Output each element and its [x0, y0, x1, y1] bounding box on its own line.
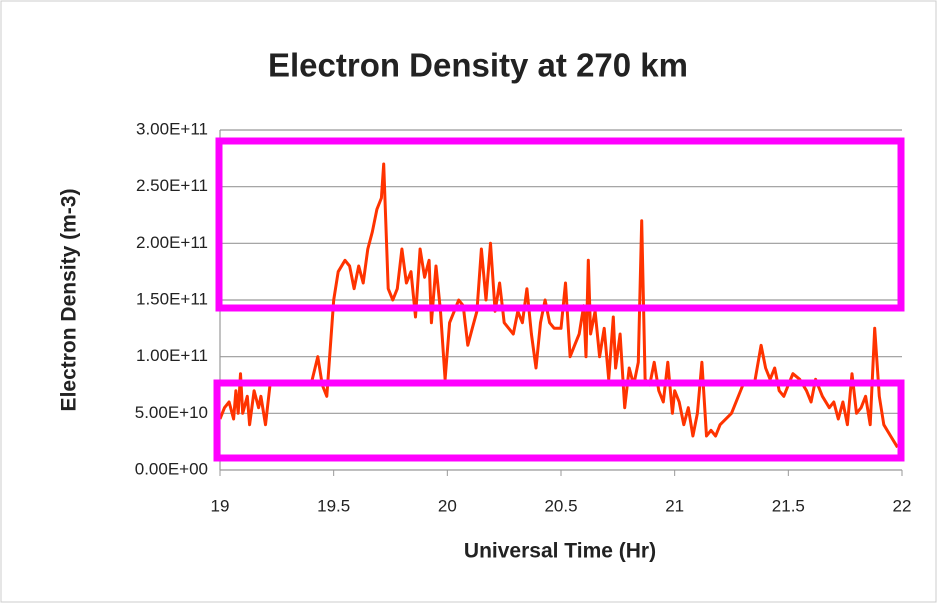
- x-tick-label: 20: [438, 496, 457, 515]
- x-tick-label: 19: [211, 496, 230, 515]
- y-tick-label: 2.50E+11: [136, 176, 208, 195]
- x-tick-label: 19.5: [317, 496, 350, 515]
- plot-area: 0.00E+00 5.00E+10 1.00E+11 1.50E+11 2.00E+11…: [135, 119, 912, 515]
- y-axis-title: Electron Density (m-3): [58, 189, 81, 412]
- x-tick-label: 21.5: [772, 496, 805, 515]
- highlight-box: [215, 137, 905, 312]
- y-tick-label: 1.00E+11: [136, 346, 208, 365]
- y-tick-label: 0.00E+00: [135, 459, 208, 478]
- x-tick-label: 20.5: [544, 496, 577, 515]
- y-tick-label: 1.50E+11: [136, 289, 208, 308]
- x-tick-label: 22: [893, 496, 912, 515]
- x-tick-label: 21: [665, 496, 684, 515]
- chart-title: Electron Density at 270 km: [268, 47, 688, 84]
- y-tick-label: 2.00E+11: [136, 233, 208, 252]
- y-tick-label: 5.00E+10: [135, 403, 208, 422]
- highlight-box: [213, 379, 905, 462]
- x-axis-title: Universal Time (Hr): [464, 540, 656, 563]
- y-tick-label: 3.00E+11: [136, 119, 208, 138]
- data-line: [218, 162, 899, 449]
